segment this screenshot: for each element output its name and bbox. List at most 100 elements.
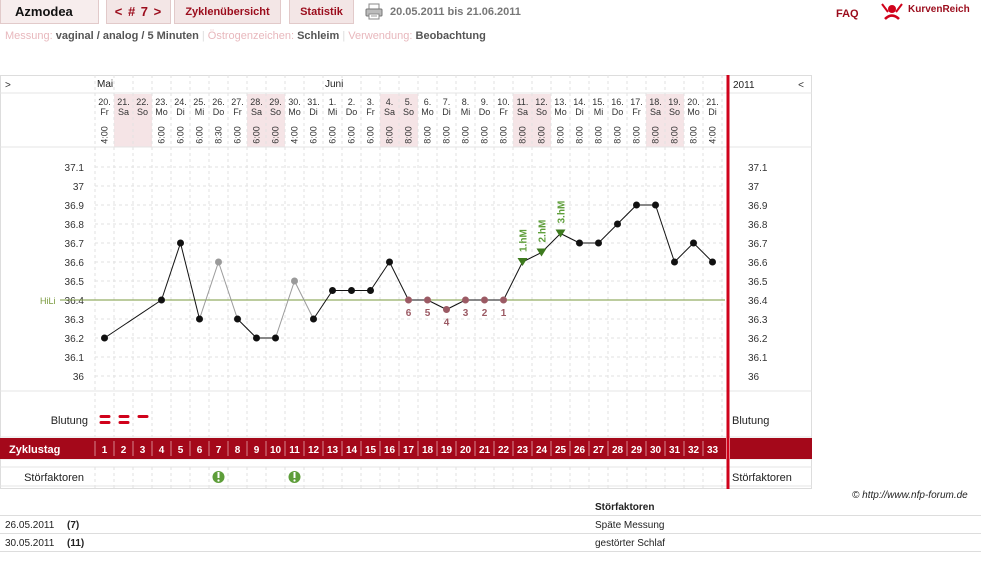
y-tick-label-right: 37	[748, 182, 760, 193]
year-label: 2011	[733, 80, 755, 91]
temperature-line	[446, 299, 466, 310]
time-label: 8:00	[651, 126, 661, 144]
y-tick-label-left: 36.5	[65, 277, 85, 288]
date-label: 24.	[174, 97, 187, 107]
weekend-header-shade	[247, 94, 266, 147]
y-tick-label-right: 36.6	[748, 258, 768, 269]
temperature-line	[199, 261, 219, 320]
bleeding-mark	[118, 415, 130, 418]
y-tick-label-right: 36.5	[748, 277, 768, 288]
weekday-label: So	[270, 107, 281, 117]
date-label: 1.	[329, 97, 337, 107]
date-label: 26.	[212, 97, 225, 107]
weekday-label: Fr	[499, 107, 508, 117]
bleeding-mark	[99, 415, 111, 418]
y-tick-label-left: 37	[73, 182, 85, 193]
low-count-label: 5	[425, 308, 431, 319]
temperature-line	[389, 261, 409, 301]
date-label: 20.	[98, 97, 111, 107]
kurvenreich-logo[interactable]: KurvenReich	[880, 2, 980, 22]
bleeding-label: Blutung	[51, 415, 88, 427]
tab-cycle-overview[interactable]: Zyklenübersicht	[174, 0, 281, 24]
weekday-label: Fr	[366, 107, 375, 117]
temperature-point	[614, 220, 621, 228]
weekend-header-shade	[532, 94, 551, 147]
date-label: 23.	[155, 97, 168, 107]
cycle-day-number: 20	[460, 445, 472, 456]
date-label: 2.	[348, 97, 356, 107]
y-tick-label-left: 36.1	[65, 353, 85, 364]
temperature-point	[576, 239, 583, 247]
weekday-label: Mo	[554, 107, 567, 117]
date-label: 11.	[517, 97, 529, 107]
time-label: 4:00	[290, 126, 300, 144]
date-label: 8.	[462, 97, 470, 107]
temperature-point	[253, 334, 260, 342]
cycle-day-number: 17	[403, 445, 415, 456]
weekend-header-shade	[513, 94, 532, 147]
cycle-day-number: 19	[441, 445, 453, 456]
weekday-label: Mo	[421, 107, 434, 117]
date-label: 31.	[307, 97, 320, 107]
cycle-day-bar-right	[730, 438, 812, 459]
weekday-label: Do	[213, 107, 225, 117]
temperature-line	[560, 233, 580, 244]
measure-label: Messung:	[5, 30, 53, 42]
weekday-label: So	[137, 107, 148, 117]
high-measurement-marker	[536, 248, 547, 257]
y-tick-label-left: 36	[73, 372, 85, 383]
high-measurement-label: 1.hM	[519, 229, 530, 252]
printer-icon[interactable]	[365, 3, 383, 20]
temperature-line	[693, 242, 713, 263]
date-label: 22.	[136, 97, 149, 107]
cycle-day-number: 31	[669, 445, 681, 456]
date-label: 14.	[573, 97, 586, 107]
time-label: 6:00	[176, 126, 186, 144]
temperature-point	[101, 334, 108, 342]
usage-label: Verwendung:	[348, 30, 413, 42]
low-count-label: 2	[482, 308, 488, 319]
temperature-point	[633, 201, 640, 209]
time-label: 8:00	[575, 126, 585, 144]
time-label: 8:00	[442, 126, 452, 144]
cycle-day-number: 14	[346, 445, 358, 456]
weekday-label: So	[669, 107, 680, 117]
disturbance-icon-dot	[217, 479, 220, 482]
date-label: 13.	[554, 97, 567, 107]
cycle-day-number: 5	[178, 445, 184, 456]
note-cycle-day: (11)	[67, 538, 85, 549]
cycle-day-number: 12	[308, 445, 320, 456]
temperature-point	[329, 287, 336, 294]
date-label: 19.	[668, 97, 681, 107]
weekday-label: Do	[612, 107, 624, 117]
weekday-label: Sa	[251, 107, 262, 117]
note-cycle-day: (7)	[67, 520, 80, 531]
date-label: 17.	[630, 97, 643, 107]
cycle-day-number: 9	[254, 445, 260, 456]
cycle-day-number: 1	[102, 445, 108, 456]
temperature-line	[313, 290, 333, 320]
faq-link[interactable]: FAQ	[836, 8, 859, 20]
date-label: 27.	[231, 97, 244, 107]
tab-statistics[interactable]: Statistik	[289, 0, 354, 24]
weekday-label: Mi	[195, 107, 205, 117]
time-label: 8:30	[214, 126, 224, 144]
month-label: Mai	[97, 79, 113, 90]
cycle-day-number: 18	[422, 445, 434, 456]
temperature-point	[709, 258, 716, 266]
cycle-navigation[interactable]: < # 7 >	[106, 0, 171, 24]
low-count-label: 3	[463, 308, 469, 319]
temperature-line	[294, 280, 314, 320]
time-label: 8:00	[404, 126, 414, 144]
temperature-point	[424, 296, 431, 304]
time-label: 8:00	[480, 126, 490, 144]
date-label: 20.	[687, 97, 700, 107]
temperature-line	[655, 204, 675, 263]
temperature-line	[674, 242, 694, 263]
weekday-label: Do	[479, 107, 491, 117]
y-tick-label-left: 36.2	[65, 334, 85, 345]
weekday-label: Sa	[650, 107, 661, 117]
disturbance-icon-mark	[217, 472, 220, 478]
y-tick-label-right: 36.9	[748, 201, 768, 212]
